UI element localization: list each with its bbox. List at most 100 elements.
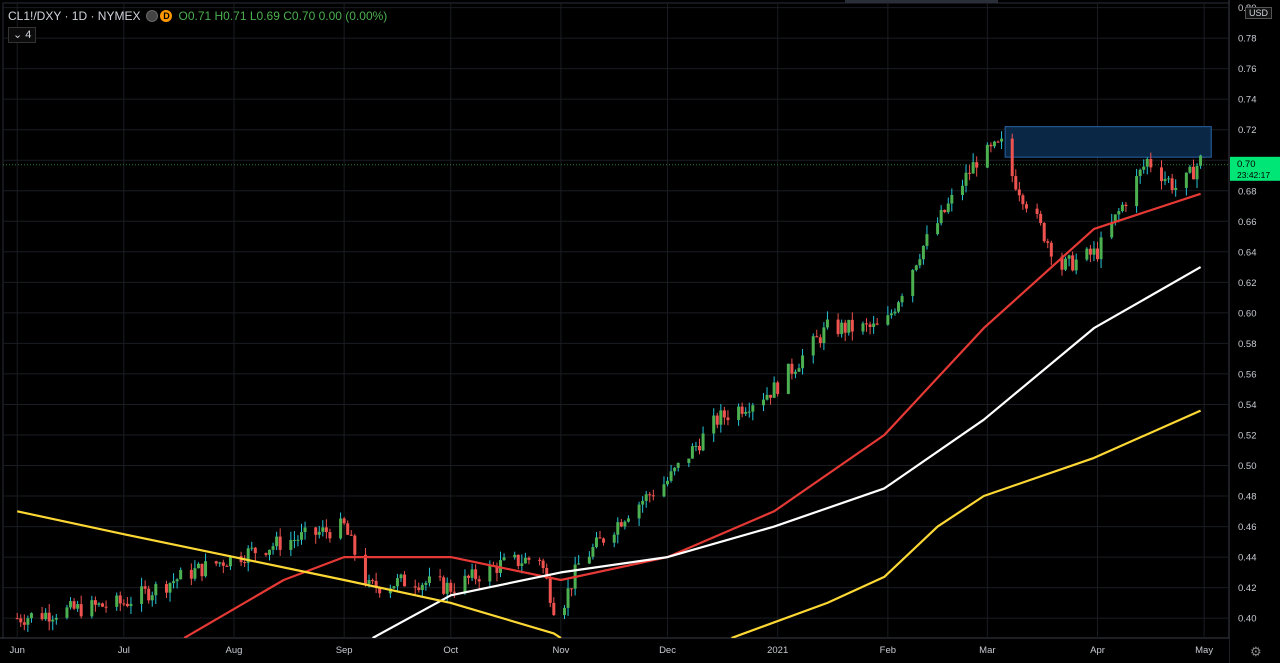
candle-body <box>1049 242 1053 257</box>
candle-body <box>1142 166 1146 170</box>
candle-body <box>900 296 904 303</box>
candle-body <box>523 557 527 564</box>
candle-body <box>296 539 300 541</box>
candle-body <box>452 591 456 593</box>
candle-body <box>44 612 48 620</box>
bar-countdown: 23:42:17 <box>1237 170 1270 180</box>
candle-body <box>502 557 506 561</box>
dividend-badge[interactable]: D <box>160 10 173 22</box>
indicators-collapse-button[interactable]: ⌄ 4 <box>8 27 37 43</box>
candle-body <box>1163 178 1167 182</box>
candle-body <box>666 480 670 485</box>
candle-body <box>101 603 105 607</box>
last-price-tag <box>1230 156 1280 181</box>
candle-body <box>776 382 780 394</box>
candle-body <box>552 602 556 616</box>
candle-body <box>562 607 566 616</box>
candle-body <box>637 504 641 519</box>
candle-body <box>275 536 279 547</box>
candle-body <box>701 433 705 451</box>
y-tick-label: 0.58 <box>1238 339 1257 350</box>
candle-body <box>90 600 94 617</box>
y-tick-label: 0.56 <box>1238 369 1257 380</box>
y-tick-label: 0.62 <box>1238 278 1257 289</box>
candle-body <box>179 569 183 580</box>
candle-body <box>154 584 158 596</box>
x-tick-label: Dec <box>659 645 676 656</box>
candle-body <box>19 618 23 623</box>
candle-body <box>1159 167 1163 182</box>
candle-body <box>897 302 901 312</box>
candle-body <box>893 311 897 314</box>
candle-body <box>513 554 517 558</box>
candle-body <box>168 583 172 593</box>
candle-body <box>420 584 424 591</box>
candle-body <box>246 548 250 563</box>
candle-body <box>868 324 872 328</box>
candle-body <box>1188 166 1192 173</box>
symbol-label[interactable]: CL1!/DXY · 1D · NYMEX <box>8 9 141 23</box>
candle-body <box>474 569 478 580</box>
candle-body <box>1199 155 1203 166</box>
candle-body <box>737 406 741 421</box>
time-scale-bg <box>0 638 1229 663</box>
candle-body <box>790 363 794 374</box>
candle-body <box>438 576 442 578</box>
candle-body <box>1010 138 1014 177</box>
candle-body <box>872 323 876 328</box>
candle-body <box>196 563 200 569</box>
candle-body <box>1149 159 1153 168</box>
candle-body <box>1067 255 1071 259</box>
candle-body <box>228 556 232 567</box>
candle-body <box>591 547 595 557</box>
candle-body <box>463 575 467 593</box>
candle-body <box>946 203 950 213</box>
y-tick-label: 0.60 <box>1238 308 1257 319</box>
candle-body <box>115 595 119 607</box>
candle-body <box>747 411 751 413</box>
candle-body <box>1021 195 1025 205</box>
candle-body <box>300 532 304 540</box>
candle-body <box>1195 165 1199 180</box>
candle-body <box>15 618 19 620</box>
candle-body <box>751 405 755 412</box>
candle-body <box>278 536 282 550</box>
candle-body <box>719 410 723 425</box>
x-tick-label: Jul <box>118 645 130 656</box>
currency-badge[interactable]: USD <box>1245 7 1273 19</box>
candle-body <box>1113 214 1117 223</box>
candle-body <box>960 185 964 196</box>
candle-body <box>1000 138 1004 142</box>
gear-icon[interactable]: ⚙ <box>1250 644 1262 659</box>
candle-body <box>264 553 268 555</box>
eye-icon[interactable] <box>146 10 159 22</box>
candle-body <box>886 315 890 325</box>
y-tick-label: 0.78 <box>1238 34 1257 45</box>
candle-body <box>690 446 694 459</box>
candle-body <box>342 518 346 524</box>
candle-body <box>1170 178 1174 190</box>
candle-body <box>413 586 417 588</box>
candle-body <box>26 618 30 625</box>
y-tick-label: 0.50 <box>1238 461 1257 472</box>
candle-body <box>442 577 446 594</box>
y-tick-label: 0.74 <box>1238 95 1257 106</box>
candle-body <box>1096 248 1100 260</box>
candle-body <box>722 410 726 418</box>
candle-body <box>392 586 396 589</box>
candle-body <box>1064 258 1068 270</box>
candle-body <box>303 527 307 533</box>
x-tick-label: Oct <box>443 645 458 656</box>
plot-frame <box>2 2 1230 639</box>
candle-body <box>676 462 680 468</box>
toolbar-handle[interactable] <box>845 0 998 3</box>
candle-body <box>619 522 623 527</box>
candle-body <box>964 172 968 186</box>
candle-body <box>93 600 97 605</box>
candle-body <box>801 355 805 369</box>
candle-body <box>651 495 655 497</box>
candle-body <box>1017 189 1021 196</box>
candle-body <box>22 622 26 625</box>
indicator-toggles[interactable]: D <box>146 10 173 22</box>
